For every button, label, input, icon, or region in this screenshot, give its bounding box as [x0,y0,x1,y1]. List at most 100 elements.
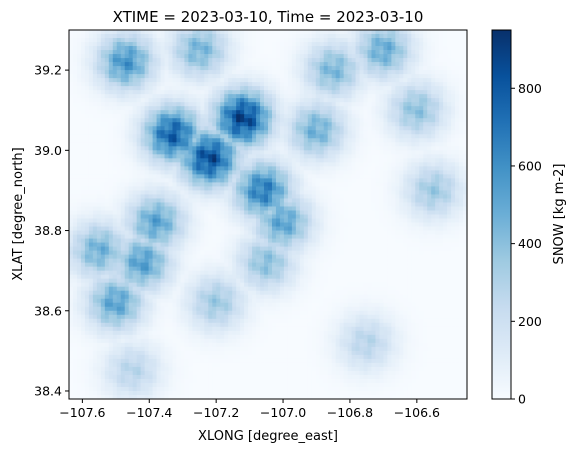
heatmap-cell [236,30,241,35]
heatmap-cell [216,106,221,111]
heatmap-cell [423,138,428,143]
heatmap-cell [96,86,102,91]
heatmap-cell [204,102,209,107]
heatmap-cell [351,134,356,139]
heatmap-cell [319,126,325,131]
heatmap-cell [248,30,253,35]
heatmap-cell [367,146,372,151]
heatmap-cell [156,178,161,183]
heatmap-cell [351,174,356,179]
heatmap-cell [260,190,265,195]
heatmap-cell [427,198,432,203]
heatmap-cell [367,114,372,119]
heatmap-cell [168,74,173,79]
heatmap-cell [248,42,253,47]
heatmap-cell [391,122,396,127]
heatmap-cell [184,34,189,39]
heatmap-cell [375,130,380,135]
heatmap-cell [136,210,142,215]
heatmap-cell [180,114,185,119]
heatmap-cell [343,202,348,207]
heatmap-cell [391,142,396,147]
heatmap-cell [144,206,149,211]
heatmap-cell [104,210,110,215]
heatmap-cell [275,114,281,119]
heatmap-cell [144,106,149,111]
heatmap-cell [463,46,468,51]
heatmap-cell [108,226,114,231]
heatmap-cell [387,150,392,155]
heatmap-cell [411,70,416,75]
heatmap-cell [248,70,253,75]
heatmap-cell [383,162,388,167]
heatmap-cell [216,86,221,91]
heatmap-cell [260,202,265,207]
heatmap-cell [279,78,285,83]
heatmap-cell [168,190,173,195]
heatmap-cell [351,62,356,67]
heatmap-cell [248,122,253,127]
heatmap-cell [431,198,436,203]
heatmap-cell [347,174,352,179]
heatmap-cell [200,150,205,155]
heatmap-cell [188,118,193,123]
heatmap-cell [295,114,301,119]
heatmap-cell [88,126,94,131]
heatmap-cell [104,138,110,143]
heatmap-cell [108,138,114,143]
heatmap-cell [196,166,201,171]
heatmap-cell [248,110,253,115]
heatmap-cell [208,62,213,67]
heatmap-cell [359,54,364,59]
heatmap-cell [407,50,412,55]
heatmap-cell [283,210,289,215]
heatmap-cell [419,110,424,115]
heatmap-cell [148,90,153,95]
heatmap-cell [240,146,245,151]
heatmap-cell [371,66,376,71]
heatmap-cell [132,34,138,39]
heatmap-cell [375,74,380,79]
heatmap-cell [395,82,400,87]
heatmap-cell [311,30,317,35]
heatmap-cell [291,214,297,219]
heatmap-cell [252,214,257,219]
heatmap-cell [407,42,412,47]
heatmap-cell [220,202,225,207]
heatmap-cell [451,214,456,219]
heatmap-cell [160,38,165,43]
heatmap-cell [455,30,460,35]
heatmap-cell [303,74,309,79]
heatmap-cell [271,138,277,143]
heatmap-cell [76,142,82,147]
heatmap-cell [359,106,364,111]
heatmap-cell [104,134,110,139]
heatmap-cell [240,182,245,187]
heatmap-cell [88,74,94,79]
heatmap-cell [443,58,448,63]
heatmap-cell [387,110,392,115]
heatmap-cell [339,150,345,155]
heatmap-cell [112,54,118,59]
heatmap-cell [327,82,333,87]
heatmap-cell [335,134,341,139]
heatmap-cell [208,78,213,83]
heatmap-cell [140,150,146,155]
heatmap-cell [363,54,368,59]
heatmap-cell [108,170,114,175]
heatmap-cell [459,146,464,151]
heatmap-cell [319,202,325,207]
heatmap-cell [451,142,456,147]
heatmap-cell [100,42,106,47]
heatmap-cell [435,50,440,55]
heatmap-cell [435,54,440,59]
heatmap-cell [264,118,269,123]
heatmap-cell [224,130,229,135]
heatmap-cell [363,214,368,219]
heatmap-cell [240,118,245,123]
heatmap-cell [355,46,360,51]
heatmap-cell [275,66,281,71]
heatmap-cell [283,190,289,195]
heatmap-cell [256,222,261,227]
heatmap-cell [291,150,297,155]
